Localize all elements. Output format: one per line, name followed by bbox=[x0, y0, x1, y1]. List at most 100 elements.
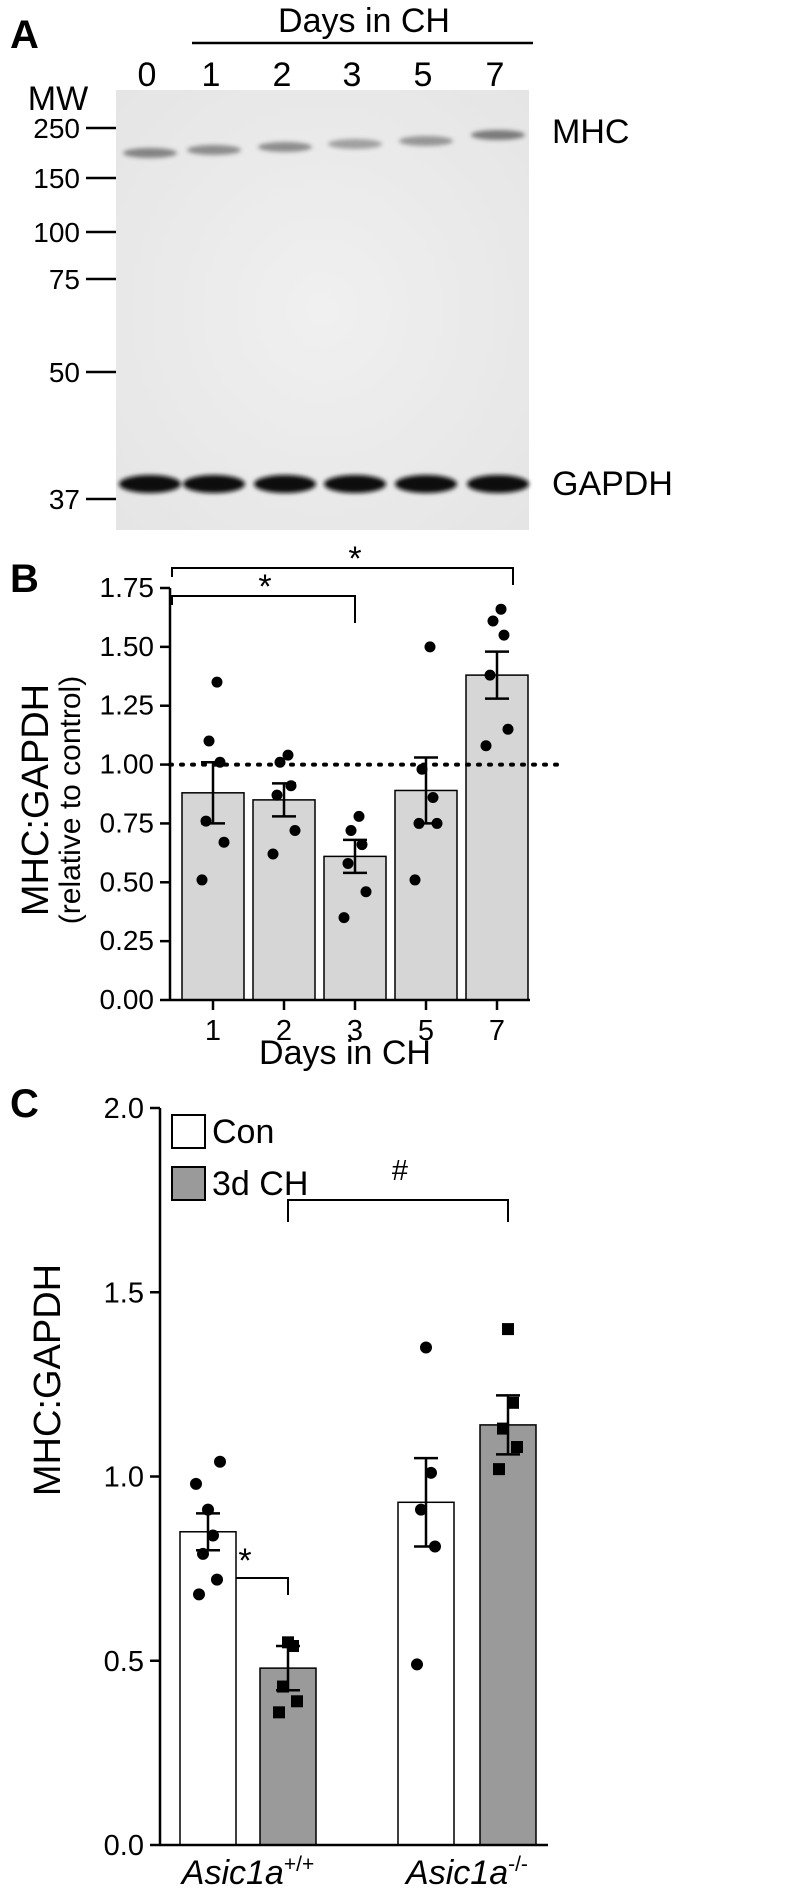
lane-label-3: 3 bbox=[343, 56, 362, 94]
b-points bbox=[196, 603, 514, 924]
c-sig-between: # bbox=[392, 1155, 408, 1187]
c-point bbox=[420, 1341, 432, 1354]
b-x-tick-label: 5 bbox=[418, 1015, 434, 1047]
mw-marker-50: 50 bbox=[49, 357, 80, 388]
b-point bbox=[345, 824, 357, 836]
c-point bbox=[415, 1503, 427, 1516]
c-point bbox=[273, 1706, 285, 1719]
b-point bbox=[271, 789, 283, 801]
c-legend-swatch-1 bbox=[171, 1166, 206, 1201]
gapdh-band bbox=[324, 475, 386, 493]
b-y-tick-label: 0.50 bbox=[100, 866, 155, 897]
c-bar-con-0 bbox=[179, 1531, 237, 1846]
b-point bbox=[267, 848, 279, 860]
c-group-label-1: Asic1a-/- bbox=[404, 1853, 528, 1889]
b-bar-day-7 bbox=[465, 674, 529, 1001]
c-point bbox=[211, 1573, 223, 1586]
c-significance-brackets: *# bbox=[207, 1155, 509, 1595]
gapdh-band bbox=[395, 475, 457, 493]
mw-markers: 250 150 100 75 50 37 bbox=[33, 113, 116, 515]
b-point bbox=[282, 749, 294, 761]
blot-bands bbox=[119, 130, 529, 493]
b-bar-day-1 bbox=[181, 792, 245, 1001]
b-x-tick-label: 2 bbox=[276, 1015, 292, 1047]
b-y-tick-label: 1.00 bbox=[100, 749, 155, 780]
b-point bbox=[502, 723, 514, 735]
chart-c: *# 0.00.51.01.52.0 Asic1a+/+ Asic1a-/- Co… bbox=[27, 1093, 548, 1889]
b-x-ticks: 1 2 3 5 7 bbox=[205, 1000, 505, 1047]
c-bar-con-1 bbox=[397, 1501, 455, 1846]
c-y-ticks: 0.0 0.5 1.0 1.5 2.0 bbox=[104, 1093, 160, 1862]
b-point bbox=[498, 629, 510, 641]
mhc-band bbox=[258, 142, 312, 152]
c-y-axis-label: MHC:GAPDH bbox=[27, 1264, 69, 1496]
c-point bbox=[425, 1466, 437, 1479]
b-y-ticks: 0.00 0.25 0.50 0.75 1.00 1.25 1.50 1.75 bbox=[100, 572, 170, 1015]
b-point bbox=[427, 792, 439, 804]
b-y-axis-sublabel: (relative to control) bbox=[54, 676, 87, 924]
b-point bbox=[289, 824, 301, 836]
c-y-tick-label: 1.5 bbox=[104, 1277, 144, 1309]
c-sig-within: * bbox=[238, 1542, 251, 1580]
mw-marker-150: 150 bbox=[33, 163, 80, 194]
b-bracket-1-7 bbox=[171, 567, 514, 585]
mw-title: MW bbox=[28, 80, 88, 118]
blot-header: Days in CH bbox=[278, 2, 450, 40]
b-point bbox=[196, 874, 208, 886]
b-point bbox=[480, 740, 492, 752]
b-error-bars bbox=[201, 650, 509, 875]
c-point bbox=[291, 1695, 303, 1708]
b-point bbox=[285, 780, 297, 792]
b-y-tick-label: 0.00 bbox=[100, 984, 155, 1015]
mhc-band bbox=[123, 148, 177, 158]
b-point bbox=[211, 676, 223, 688]
b-significance-brackets: ** bbox=[171, 540, 514, 623]
lane-labels: 0 1 2 3 5 7 bbox=[138, 56, 505, 94]
b-y-tick-label: 0.25 bbox=[100, 925, 155, 956]
b-x-tick-label: 3 bbox=[347, 1015, 363, 1047]
mhc-band bbox=[187, 145, 241, 155]
gapdh-band bbox=[119, 475, 181, 493]
b-point bbox=[495, 603, 507, 615]
c-point bbox=[507, 1396, 519, 1409]
c-bar-3dch-0 bbox=[259, 1667, 317, 1846]
band-label-gapdh: GAPDH bbox=[552, 465, 673, 503]
b-point bbox=[356, 839, 368, 851]
b-point bbox=[342, 857, 354, 869]
b-point bbox=[409, 874, 421, 886]
c-point bbox=[497, 1422, 509, 1435]
b-x-tick-label: 1 bbox=[205, 1015, 221, 1047]
b-y-tick-label: 1.75 bbox=[100, 572, 155, 603]
mhc-band bbox=[399, 136, 453, 146]
b-point bbox=[338, 912, 350, 924]
b-bar-day-3 bbox=[323, 855, 387, 1001]
c-y-tick-label: 0.5 bbox=[104, 1646, 144, 1678]
b-y-axis-label: MHC:GAPDH bbox=[15, 684, 57, 916]
b-y-tick-label: 1.50 bbox=[100, 631, 155, 662]
c-y-tick-label: 0.0 bbox=[104, 1830, 144, 1862]
b-point bbox=[487, 615, 499, 627]
c-point bbox=[193, 1588, 205, 1601]
c-legend-label-0: Con bbox=[212, 1113, 274, 1151]
c-legend-label-1: 3d CH bbox=[212, 1165, 308, 1203]
c-point bbox=[511, 1441, 523, 1454]
b-bracket-1-3 bbox=[171, 595, 356, 623]
c-point bbox=[493, 1463, 505, 1476]
blot-membrane bbox=[116, 90, 529, 530]
gapdh-band bbox=[467, 475, 529, 493]
b-point bbox=[360, 886, 372, 898]
panel-a-letter: A bbox=[10, 13, 39, 57]
gapdh-band bbox=[183, 475, 245, 493]
mw-marker-75: 75 bbox=[49, 264, 80, 295]
c-legend-swatch-0 bbox=[171, 1114, 206, 1149]
c-points bbox=[190, 1323, 523, 1719]
b-point bbox=[424, 641, 436, 653]
lane-label-1: 1 bbox=[202, 56, 221, 94]
c-bar-3dch-1 bbox=[479, 1424, 537, 1846]
c-point bbox=[190, 1477, 202, 1490]
panel-b-letter: B bbox=[10, 557, 39, 601]
b-bars bbox=[181, 674, 529, 1001]
lane-label-5: 5 bbox=[414, 56, 433, 94]
b-point bbox=[353, 810, 365, 822]
lane-label-2: 2 bbox=[273, 56, 292, 94]
